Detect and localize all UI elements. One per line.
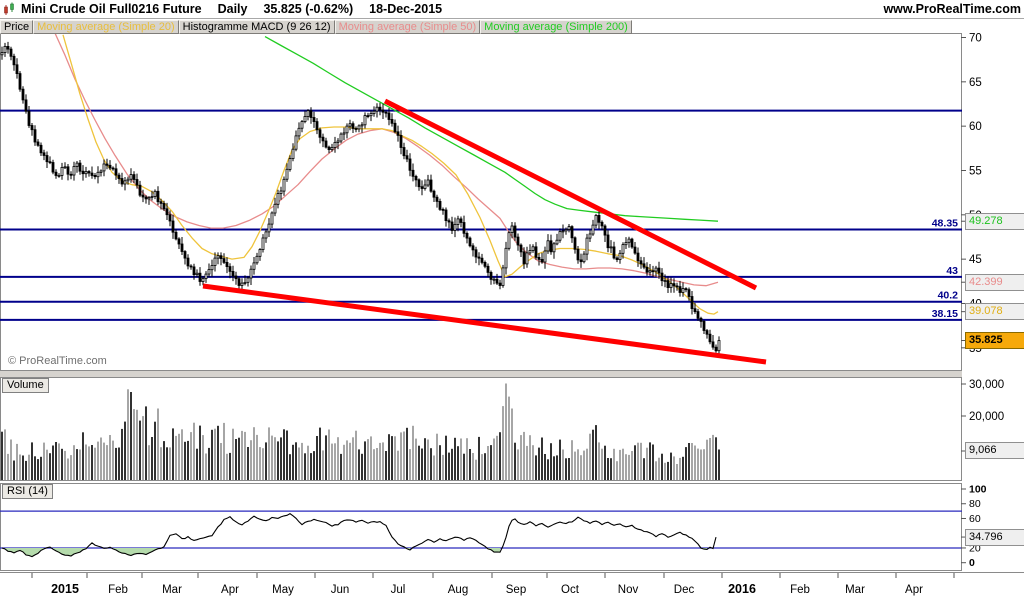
- volume-axis-tick-label: 30,000: [969, 379, 1004, 391]
- hline-price-label: 40.2: [938, 290, 959, 302]
- month-label: Oct: [561, 584, 580, 596]
- month-label: Mar: [845, 584, 865, 596]
- red-trendline[interactable]: [383, 98, 758, 291]
- legend-ma200[interactable]: Moving average (Simple 200): [480, 20, 632, 34]
- price-current-value-box: 42.399: [965, 274, 1024, 291]
- ma200-line: [264, 36, 719, 222]
- legend-macd[interactable]: Histogramme MACD (9 26 12): [178, 20, 335, 34]
- website-link[interactable]: www.ProRealTime.com: [883, 2, 1021, 16]
- volume-bars: [1, 383, 720, 480]
- instrument-name: Mini Crude Oil Full0216 Future: [21, 2, 202, 16]
- month-label: Jun: [331, 584, 350, 596]
- rsi-plot: [0, 510, 962, 558]
- tab-volume[interactable]: Volume: [2, 378, 49, 393]
- candlestick-logo-icon: [3, 2, 15, 16]
- price-current-value-box: 35.825: [965, 332, 1024, 349]
- price-axis-tick-label: 45: [969, 254, 982, 266]
- red-trendline[interactable]: [202, 283, 767, 365]
- watermark: © ProRealTime.com: [8, 355, 107, 367]
- rsi-axis-tick-label: 60: [969, 513, 981, 525]
- price-axis-tick-label: 70: [969, 33, 982, 45]
- rsi-axis-tick-label: 0: [969, 557, 975, 569]
- ma50-line: [54, 32, 719, 287]
- price-current-value-box: 49.278: [965, 213, 1024, 230]
- timeframe-label[interactable]: Daily: [217, 2, 248, 16]
- legend-price[interactable]: Price: [0, 20, 34, 34]
- volume-panel[interactable]: [0, 377, 962, 481]
- legend-ma50[interactable]: Moving average (Simple 50): [334, 20, 481, 34]
- price-axis-tick-label: 65: [969, 77, 982, 89]
- month-label: Aug: [448, 584, 468, 596]
- month-label: Jul: [391, 584, 406, 596]
- price-axis-tick-label: 60: [969, 121, 982, 133]
- panel-frames: [0, 33, 1024, 573]
- last-quote: 35.825 (-0.62%): [263, 2, 354, 16]
- month-label: Apr: [221, 584, 239, 596]
- indicator-legend: Price Moving average (Simple 20) Histogr…: [0, 20, 632, 34]
- rsi-line: [1, 513, 717, 558]
- session-date: 18-Dec-2015: [369, 2, 443, 16]
- month-label: May: [272, 584, 294, 596]
- month-label: Feb: [108, 584, 128, 596]
- month-label: Mar: [162, 584, 182, 596]
- rsi-current-value-box: 34.796: [965, 529, 1024, 546]
- month-label: Nov: [618, 584, 639, 596]
- month-label: Apr: [905, 584, 923, 596]
- hline-price-label: 43: [946, 265, 958, 277]
- volume-axis-tick-label: 20,000: [969, 411, 1004, 423]
- legend-ma20[interactable]: Moving average (Simple 20): [33, 20, 179, 34]
- price-horizontal-lines[interactable]: 48.35 43 40.2 38.15: [0, 109, 962, 321]
- candlesticks: [0, 41, 721, 354]
- title-bar: Mini Crude Oil Full0216 Future Daily 35.…: [0, 0, 1024, 19]
- rsi-oversold-fill: [5, 548, 707, 557]
- ma20-line: [62, 34, 719, 315]
- trendlines[interactable]: [202, 98, 767, 365]
- price-axis-tick-label: 55: [969, 165, 982, 177]
- month-label: Dec: [674, 584, 695, 596]
- volume-current-value-box: 9,066: [965, 442, 1024, 459]
- month-label: Feb: [790, 584, 810, 596]
- rsi-axis-tick-label: 20: [969, 542, 981, 554]
- hline-price-label: 38.15: [932, 308, 958, 320]
- month-label: 2015: [51, 582, 79, 596]
- rsi-axis-tick-label: 100: [969, 484, 987, 496]
- rsi-axis-tick-label: 80: [969, 498, 981, 510]
- hline-price-label: 48.35: [932, 217, 958, 229]
- rsi-panel[interactable]: [0, 483, 962, 571]
- tab-rsi[interactable]: RSI (14): [2, 484, 53, 499]
- month-label: 2016: [728, 582, 756, 596]
- month-label: Sep: [506, 584, 526, 596]
- time-axis: 2015 Feb Mar Apr May Jun Jul Aug Sep Oct Nov Dec 201…: [31, 573, 955, 596]
- price-current-value-box: 39.078: [965, 303, 1024, 320]
